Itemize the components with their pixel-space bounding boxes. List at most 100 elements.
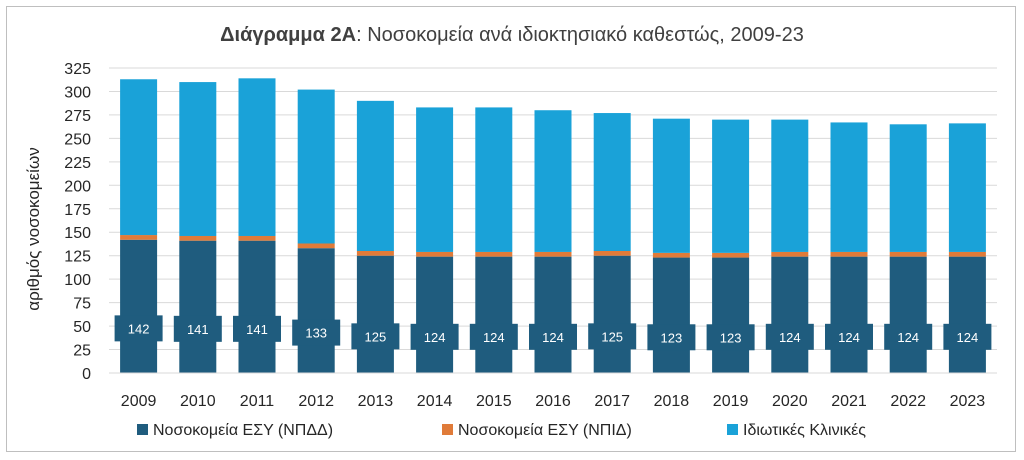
x-tick-label: 2018: [654, 393, 690, 410]
data-label: 124: [957, 330, 979, 345]
legend-swatch: [442, 424, 453, 435]
y-tick-label: 100: [64, 272, 91, 289]
data-label: 141: [187, 322, 209, 337]
legend-swatch: [137, 424, 148, 435]
data-label: 124: [779, 330, 801, 345]
x-tick-label: 2022: [890, 393, 926, 410]
chart-title-bold: Διάγραμμα 2Α: [220, 24, 356, 46]
bar-segment: [889, 256, 927, 373]
data-label: 124: [483, 330, 505, 345]
legend: Νοσοκομεία ΕΣΥ (ΝΠΔΔ) Νοσοκομεία ΕΣΥ (ΝΠΙ…: [137, 422, 866, 439]
bar-segment: [120, 79, 158, 236]
x-tick-label: 2016: [535, 393, 571, 410]
y-tick-label: 50: [73, 319, 91, 336]
bar-segment: [297, 248, 335, 373]
bar-segment: [297, 89, 335, 244]
data-label-box: [469, 323, 518, 350]
bar-segment: [771, 256, 809, 373]
chart-canvas: Διάγραμμα 2Α: Νοσοκομεία ανά ιδιοκτησιακ…: [24, 24, 997, 439]
bar-segment: [593, 113, 631, 252]
chart-title-rest: : Νοσοκομεία ανά ιδιοκτησιακό καθεστώς, …: [356, 24, 804, 46]
y-tick-label: 250: [64, 131, 91, 148]
data-label: 124: [838, 330, 860, 345]
bar-segment: [534, 256, 572, 373]
y-tick-label: 175: [64, 202, 91, 219]
x-tick-label: 2011: [240, 393, 275, 410]
data-label: 125: [601, 329, 623, 344]
data-label-box: [233, 315, 281, 342]
legend-swatch: [727, 424, 738, 435]
bar-segment: [475, 251, 513, 257]
bar-segment: [297, 243, 335, 249]
data-label-box: [351, 323, 400, 350]
y-tick-label: 0: [82, 366, 91, 383]
bar-segment: [120, 235, 158, 240]
bar-segment: [771, 119, 809, 252]
bar-segment: [948, 251, 986, 257]
bar-segment: [179, 82, 217, 236]
data-label-box: [529, 323, 577, 350]
bar-segment: [889, 251, 927, 257]
x-tick-label: 2014: [417, 393, 453, 410]
data-label-box: [292, 319, 341, 346]
data-label-box: [706, 324, 755, 351]
data-label-box: [765, 323, 814, 350]
bar-segment: [830, 251, 868, 257]
x-tick-label: 2012: [298, 393, 334, 410]
bar-segment: [712, 119, 750, 253]
bar-segment: [652, 118, 690, 253]
bar-segment: [238, 78, 276, 236]
bar-segment: [416, 251, 454, 257]
bar-segment: [593, 255, 631, 373]
bar-segment: [889, 124, 927, 252]
data-label-box: [173, 315, 222, 342]
bar-segment: [534, 251, 572, 257]
data-label-box: [114, 315, 163, 342]
bar-segment: [179, 235, 217, 241]
legend-label: Ιδιωτικές Κλινικές: [743, 422, 866, 439]
chart-frame: Διάγραμμα 2Α: Νοσοκομεία ανά ιδιοκτησιακ…: [6, 6, 1016, 452]
x-tick-label: 2015: [476, 393, 512, 410]
legend-label: Νοσοκομεία ΕΣΥ (ΝΠΙΔ): [458, 422, 632, 439]
bar-segment: [179, 240, 217, 373]
y-tick-label: 200: [64, 178, 91, 195]
y-tick-label: 25: [73, 343, 91, 360]
data-label: 124: [542, 330, 564, 345]
data-label: 124: [897, 330, 919, 345]
bar-segment: [948, 256, 986, 373]
chart-title: Διάγραμμα 2Α: Νοσοκομεία ανά ιδιοκτησιακ…: [220, 24, 804, 46]
bar-segment: [238, 235, 276, 241]
bar-segment: [416, 256, 454, 373]
data-label: 142: [128, 321, 150, 336]
bar-segment: [948, 123, 986, 252]
data-label-box: [588, 323, 637, 350]
x-tick-label: 2009: [121, 393, 157, 410]
x-tick-label: 2021: [831, 393, 867, 410]
data-label: 124: [424, 330, 446, 345]
y-tick-label: 325: [64, 61, 91, 78]
x-axis: 2009 2010 2011 2012 2013 2014 2015 2016 2017 2018…: [109, 372, 997, 410]
data-labels: 142 141 141 133 125 124 124 124 125 123 123 124 124 1…: [114, 315, 992, 351]
x-tick-label: 2019: [713, 393, 749, 410]
data-label-box: [943, 323, 992, 350]
bar-segment: [830, 122, 868, 252]
bar-segment: [356, 255, 394, 373]
data-label-box: [825, 323, 873, 350]
bar-segment: [652, 257, 690, 373]
data-label: 125: [365, 329, 387, 344]
bar-segment: [771, 251, 809, 257]
bar-segment: [534, 110, 572, 252]
x-tick-label: 2017: [594, 393, 630, 410]
data-label-box: [647, 324, 696, 351]
bar-segment: [120, 239, 158, 373]
x-tick-label: 2010: [180, 393, 216, 410]
bar-segment: [475, 107, 513, 252]
y-tick-label: 75: [73, 296, 91, 313]
bars: [120, 78, 986, 373]
legend-label: Νοσοκομεία ΕΣΥ (ΝΠΔΔ): [153, 422, 333, 439]
bar-segment: [356, 100, 394, 251]
bar-segment: [830, 256, 868, 373]
bar-segment: [652, 252, 690, 258]
bar-segment: [238, 240, 276, 373]
data-label: 133: [305, 326, 327, 341]
